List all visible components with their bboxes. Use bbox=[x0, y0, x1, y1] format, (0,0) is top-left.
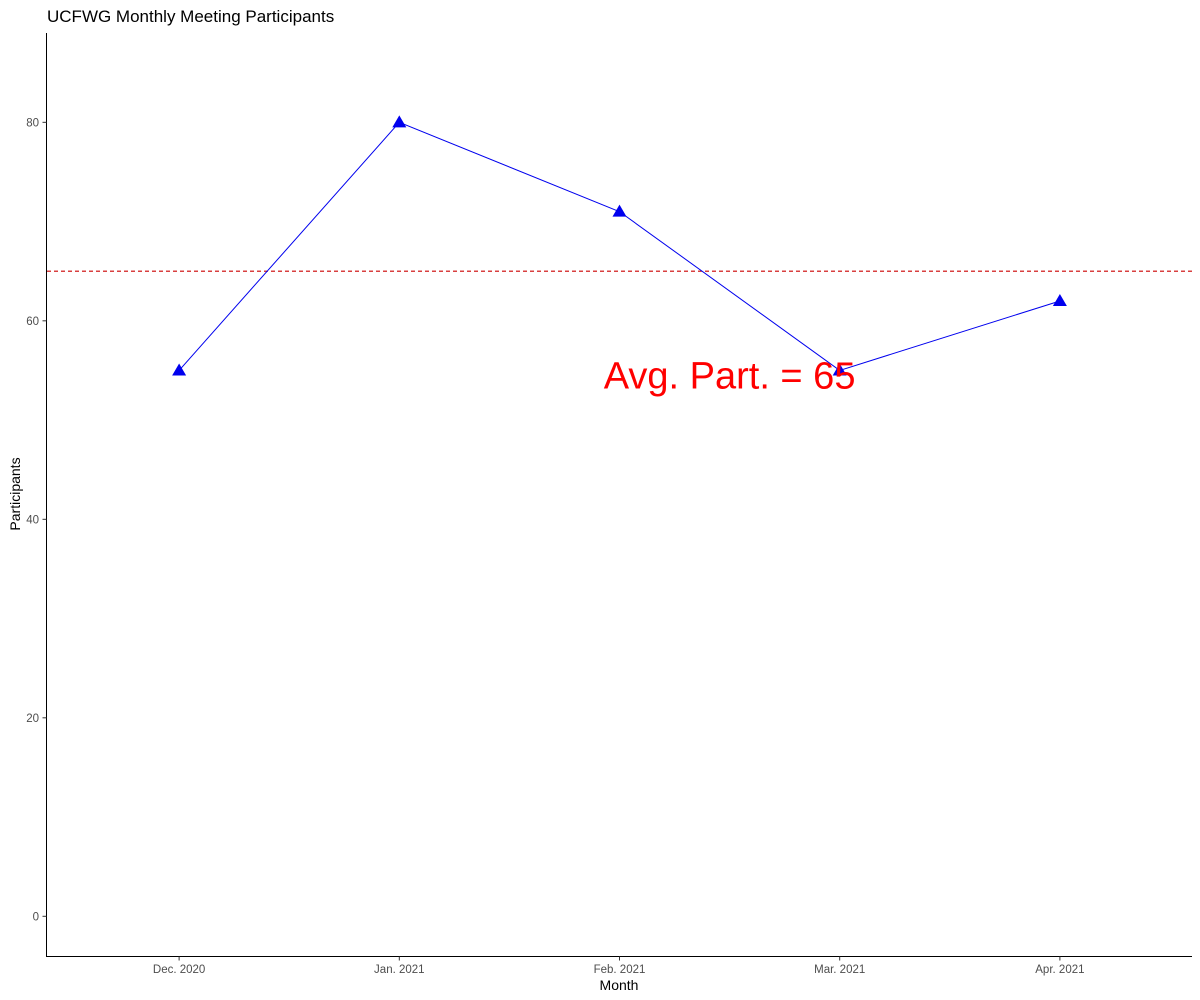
y-axis-ticks: 0 20 40 60 80 bbox=[26, 117, 47, 923]
data-point-marker bbox=[172, 363, 187, 376]
x-axis-ticks: Dec. 2020 Jan. 2021 Feb. 2021 Mar. 2021 Apr.… bbox=[153, 956, 1085, 976]
y-tick-label: 20 bbox=[26, 713, 39, 725]
average-annotation: Avg. Part. = 65 bbox=[604, 355, 856, 397]
data-point-marker bbox=[1052, 293, 1067, 306]
y-tick-label: 80 bbox=[26, 117, 39, 129]
y-axis-title: Participants bbox=[7, 457, 23, 530]
series-line bbox=[178, 121, 1061, 371]
series-participants bbox=[172, 115, 1067, 376]
y-tick-label: 60 bbox=[26, 316, 39, 328]
data-point-marker bbox=[392, 115, 407, 128]
x-tick-label: Dec. 2020 bbox=[153, 964, 205, 976]
x-tick-label: Mar. 2021 bbox=[814, 964, 865, 976]
chart-title: UCFWG Monthly Meeting Participants bbox=[47, 7, 334, 26]
x-axis-title: Month bbox=[600, 977, 639, 993]
x-tick-label: Jan. 2021 bbox=[374, 964, 425, 976]
y-tick-label: 40 bbox=[26, 514, 39, 526]
x-tick-label: Apr. 2021 bbox=[1035, 964, 1084, 976]
y-tick-label: 0 bbox=[33, 911, 39, 923]
data-point-marker bbox=[832, 363, 847, 376]
data-point-marker bbox=[612, 204, 627, 217]
x-tick-label: Feb. 2021 bbox=[594, 964, 646, 976]
